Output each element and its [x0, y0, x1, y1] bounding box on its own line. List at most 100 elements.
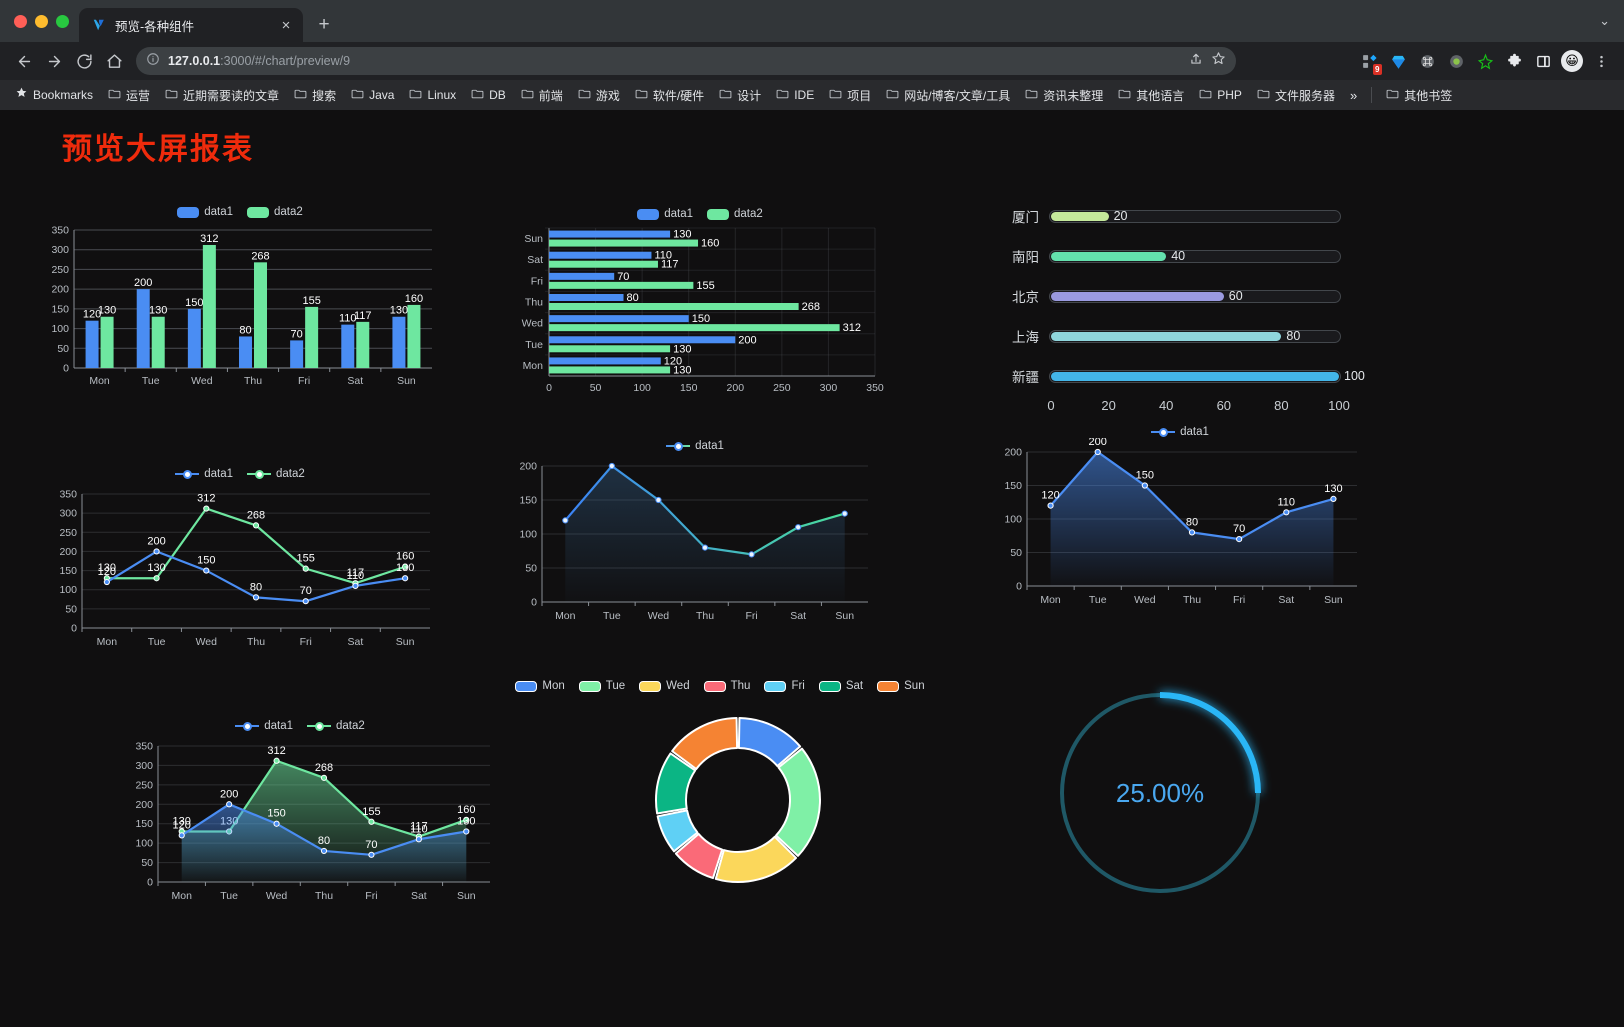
- svg-text:80: 80: [250, 581, 262, 593]
- back-button[interactable]: [10, 47, 38, 75]
- legend: Mon Tue Wed Thu Fri Sat Sun: [480, 680, 960, 692]
- legend: data1 data2: [505, 208, 895, 220]
- maximize-window-button[interactable]: [56, 14, 69, 28]
- legend-item[interactable]: data1: [666, 440, 724, 452]
- svg-text:130: 130: [149, 305, 167, 317]
- legend-item[interactable]: data2: [707, 208, 763, 220]
- legend-item[interactable]: Sun: [877, 680, 925, 692]
- minimize-window-button[interactable]: [35, 14, 48, 28]
- svg-text:150: 150: [185, 297, 203, 309]
- bookmark-item-14[interactable]: 其他语言: [1111, 83, 1191, 107]
- bookmark-item-13[interactable]: 资讯未整理: [1018, 83, 1110, 107]
- legend-item[interactable]: data1: [1151, 426, 1209, 438]
- star-outline-green-icon[interactable]: [1472, 48, 1498, 74]
- legend-item[interactable]: data2: [247, 206, 303, 218]
- legend-item[interactable]: Mon: [515, 680, 565, 692]
- svg-text:Mon: Mon: [171, 890, 192, 902]
- bookmark-item-5[interactable]: DB: [464, 83, 513, 107]
- bookmark-item-15[interactable]: PHP: [1192, 83, 1249, 107]
- progress-track: 100: [1049, 369, 1365, 383]
- axis-tick: 0: [1047, 398, 1055, 413]
- address-bar[interactable]: 127.0.0.1:3000/#/chart/preview/9: [136, 47, 1236, 75]
- bookmark-item-9[interactable]: 设计: [712, 83, 768, 107]
- puzzle-icon[interactable]: [1501, 48, 1527, 74]
- bookmark-item-16[interactable]: 文件服务器: [1250, 83, 1342, 107]
- legend-item[interactable]: Tue: [578, 680, 625, 692]
- folder-icon: [108, 86, 121, 104]
- svg-text:110: 110: [410, 823, 428, 835]
- bookmark-item-2[interactable]: 搜索: [287, 83, 343, 107]
- svg-text:Sat: Sat: [1278, 594, 1294, 606]
- legend-item[interactable]: data2: [307, 720, 365, 732]
- bookmark-item-4[interactable]: Linux: [402, 83, 463, 107]
- progress-fill: [1051, 331, 1282, 341]
- svg-text:100: 100: [135, 838, 153, 850]
- home-button[interactable]: [100, 47, 128, 75]
- progress-label: 新疆: [1012, 370, 1039, 385]
- svg-text:200: 200: [519, 461, 537, 473]
- legend-item[interactable]: Thu: [703, 680, 750, 692]
- bookmark-item-6[interactable]: 前端: [514, 83, 570, 107]
- bookmark-item-7[interactable]: 游戏: [571, 83, 627, 107]
- donut-segment: [655, 752, 697, 815]
- bookmark-item-other[interactable]: 其他书签: [1379, 83, 1459, 107]
- legend-swatch-icon: [707, 208, 729, 220]
- svg-text:150: 150: [51, 303, 69, 315]
- toolbar-icon-group: 9 😀: [1356, 48, 1614, 75]
- svg-text:150: 150: [197, 555, 215, 567]
- progress-label: 上海: [1012, 330, 1039, 345]
- legend-swatch-icon: [177, 206, 200, 218]
- bookmarks-overflow-button[interactable]: »: [1349, 87, 1358, 103]
- svg-text:Fri: Fri: [531, 275, 543, 287]
- sidepanel-icon[interactable]: [1530, 48, 1556, 74]
- legend-item[interactable]: data1: [235, 720, 293, 732]
- legend-item[interactable]: Sat: [818, 680, 863, 692]
- progress-fill: [1051, 371, 1339, 381]
- bookmark-item-0[interactable]: 运营: [101, 83, 157, 107]
- svg-text:200: 200: [51, 284, 69, 296]
- svg-text:350: 350: [866, 382, 884, 394]
- kebab-menu-icon[interactable]: [1588, 48, 1614, 74]
- bookmark-item-10[interactable]: IDE: [769, 83, 821, 107]
- close-tab-button[interactable]: ×: [281, 16, 291, 34]
- bookmark-item-8[interactable]: 软件/硬件: [628, 83, 711, 107]
- legend-item[interactable]: data1: [175, 468, 233, 480]
- svg-text:0: 0: [71, 623, 77, 635]
- extensions-grid-icon[interactable]: 9: [1356, 48, 1382, 75]
- command-icon[interactable]: [1414, 48, 1440, 74]
- circle-icon[interactable]: [1443, 48, 1469, 74]
- svg-text:130: 130: [396, 562, 414, 574]
- profile-avatar[interactable]: 😀: [1559, 48, 1585, 74]
- new-tab-button[interactable]: +: [318, 14, 330, 35]
- legend-item[interactable]: data1: [637, 208, 693, 220]
- bookmark-item-bookmarks[interactable]: Bookmarks: [8, 83, 100, 107]
- legend-item[interactable]: Wed: [639, 680, 690, 692]
- forward-button[interactable]: [40, 47, 68, 75]
- bookmark-item-1[interactable]: 近期需要读的文章: [158, 83, 286, 107]
- close-window-button[interactable]: [14, 14, 27, 28]
- svg-text:Thu: Thu: [696, 610, 714, 622]
- chevron-down-icon[interactable]: ⌄: [1599, 13, 1610, 28]
- svg-text:155: 155: [297, 553, 315, 565]
- legend-item[interactable]: data2: [247, 468, 305, 480]
- svg-text:50: 50: [65, 603, 77, 615]
- legend-label: data1: [204, 206, 233, 218]
- site-info-icon[interactable]: [146, 52, 160, 71]
- svg-text:80: 80: [239, 324, 251, 336]
- legend-item[interactable]: data1: [177, 206, 233, 218]
- bookmark-item-12[interactable]: 网站/博客/文章/工具: [879, 83, 1017, 107]
- bookmark-label: 设计: [737, 88, 762, 103]
- bookmark-star-icon[interactable]: [1211, 51, 1226, 71]
- diamond-icon[interactable]: [1385, 48, 1411, 74]
- legend-item[interactable]: Fri: [764, 680, 805, 692]
- browser-tab[interactable]: 预览-各种组件 ×: [79, 8, 303, 42]
- reload-button[interactable]: [70, 47, 98, 75]
- donut-segment: [656, 809, 699, 853]
- share-icon[interactable]: [1189, 52, 1203, 71]
- axis-tick: 60: [1216, 398, 1232, 413]
- svg-text:110: 110: [1278, 496, 1296, 508]
- svg-text:70: 70: [617, 271, 629, 283]
- svg-text:80: 80: [1186, 516, 1198, 528]
- bookmark-item-11[interactable]: 项目: [822, 83, 878, 107]
- bookmark-item-3[interactable]: Java: [344, 83, 401, 107]
